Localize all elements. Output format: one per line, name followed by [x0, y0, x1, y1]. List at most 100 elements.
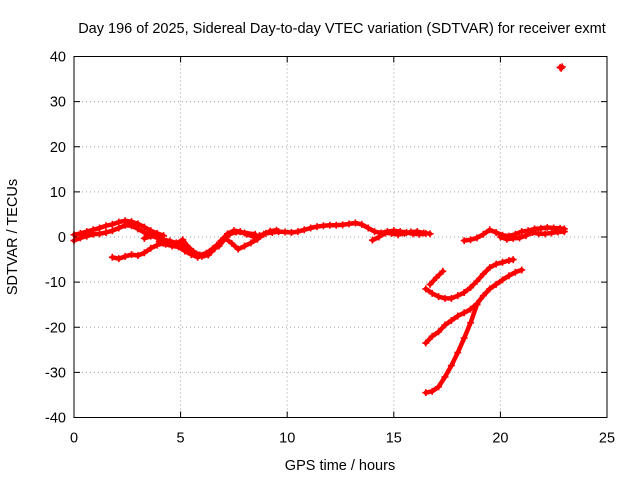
data-point — [83, 232, 91, 240]
series-arc-desc-1 — [422, 256, 517, 302]
data-point — [364, 224, 372, 232]
data-point — [147, 232, 155, 240]
data-point — [153, 241, 161, 249]
y-tick-label: -30 — [45, 365, 66, 381]
x-axis-label: GPS time / hours — [285, 458, 395, 474]
y-axis-label: SDTVAR / TECUs — [5, 179, 21, 295]
data-point — [345, 220, 353, 228]
data-point — [166, 239, 174, 247]
data-point — [413, 228, 421, 236]
data-point — [209, 245, 217, 253]
data-point — [319, 222, 327, 230]
data-point — [492, 228, 500, 236]
data-point — [454, 292, 462, 300]
data-point — [134, 252, 142, 260]
y-tick-label: -10 — [45, 275, 66, 291]
data-point — [503, 235, 511, 243]
data-point — [181, 247, 189, 255]
data-point — [96, 224, 104, 232]
data-point — [557, 64, 565, 72]
series-line — [142, 227, 279, 258]
data-point — [541, 230, 549, 238]
data-point — [454, 312, 462, 320]
data-point — [428, 332, 436, 340]
series-line — [423, 267, 524, 346]
data-point — [422, 285, 430, 293]
data-point — [260, 230, 268, 238]
data-point — [281, 228, 289, 236]
data-point — [232, 228, 240, 236]
data-point — [172, 240, 180, 248]
data-point — [473, 277, 481, 285]
data-point — [140, 249, 148, 257]
data-point — [115, 255, 123, 263]
data-point — [140, 228, 148, 236]
data-point — [394, 231, 402, 239]
data-point — [439, 267, 447, 275]
data-point — [108, 253, 116, 261]
series-arc-desc-1b — [426, 267, 447, 288]
data-point — [202, 249, 210, 257]
series-arc-mid-2 — [140, 226, 281, 259]
y-ticks: -40 -30 -20 -10 0 10 20 30 40 — [45, 50, 607, 427]
data-point — [179, 236, 187, 244]
x-tick-label: 15 — [386, 431, 402, 447]
y-tick-label: 30 — [50, 95, 66, 111]
data-point — [388, 229, 396, 237]
data-point — [435, 383, 443, 391]
data-point — [428, 289, 436, 297]
data-point — [499, 276, 507, 284]
data-point — [351, 219, 359, 227]
data-point — [467, 305, 475, 313]
y-tick-label: 0 — [58, 230, 66, 246]
data-point — [339, 221, 347, 229]
data-point — [543, 224, 551, 232]
data-point — [516, 234, 524, 242]
x-tick-label: 10 — [279, 431, 295, 447]
data-point — [509, 234, 517, 242]
data-point — [221, 234, 229, 242]
series-isolated-point — [556, 63, 566, 72]
x-ticks: 0 5 10 15 20 25 — [70, 56, 615, 447]
data-point — [128, 222, 136, 230]
data-point — [479, 270, 487, 278]
series-arc-evening-2 — [496, 228, 568, 243]
data-point — [441, 294, 449, 302]
data-point — [432, 274, 440, 282]
data-point — [115, 224, 123, 232]
data-point — [371, 228, 379, 236]
data-point — [326, 221, 334, 229]
data-point — [313, 223, 321, 231]
data-point — [215, 242, 223, 250]
data-point — [426, 280, 434, 288]
data-point — [435, 328, 443, 336]
data-point — [153, 233, 161, 241]
data-point — [467, 284, 475, 292]
y-tick-label: 10 — [50, 185, 66, 201]
data-point — [368, 236, 376, 244]
data-point — [307, 224, 315, 232]
data-point — [375, 233, 383, 241]
data-point — [460, 289, 468, 297]
data-point — [535, 230, 543, 238]
data-point — [134, 225, 142, 233]
plot-frame — [73, 56, 608, 418]
data-point — [441, 321, 449, 329]
data-point — [266, 227, 274, 235]
data-point — [241, 229, 249, 237]
data-series — [70, 63, 568, 397]
series-arc-main-tail — [368, 228, 434, 244]
data-point — [454, 349, 462, 357]
data-point — [253, 235, 261, 243]
data-point — [196, 251, 204, 259]
data-point — [428, 387, 436, 395]
data-point — [108, 227, 116, 235]
data-point — [479, 230, 487, 238]
y-tick-label: 20 — [50, 140, 66, 156]
data-point — [96, 230, 104, 238]
data-point — [467, 319, 475, 327]
data-point — [486, 226, 494, 234]
data-point — [435, 293, 443, 301]
data-point — [332, 221, 340, 229]
data-point — [140, 234, 148, 242]
